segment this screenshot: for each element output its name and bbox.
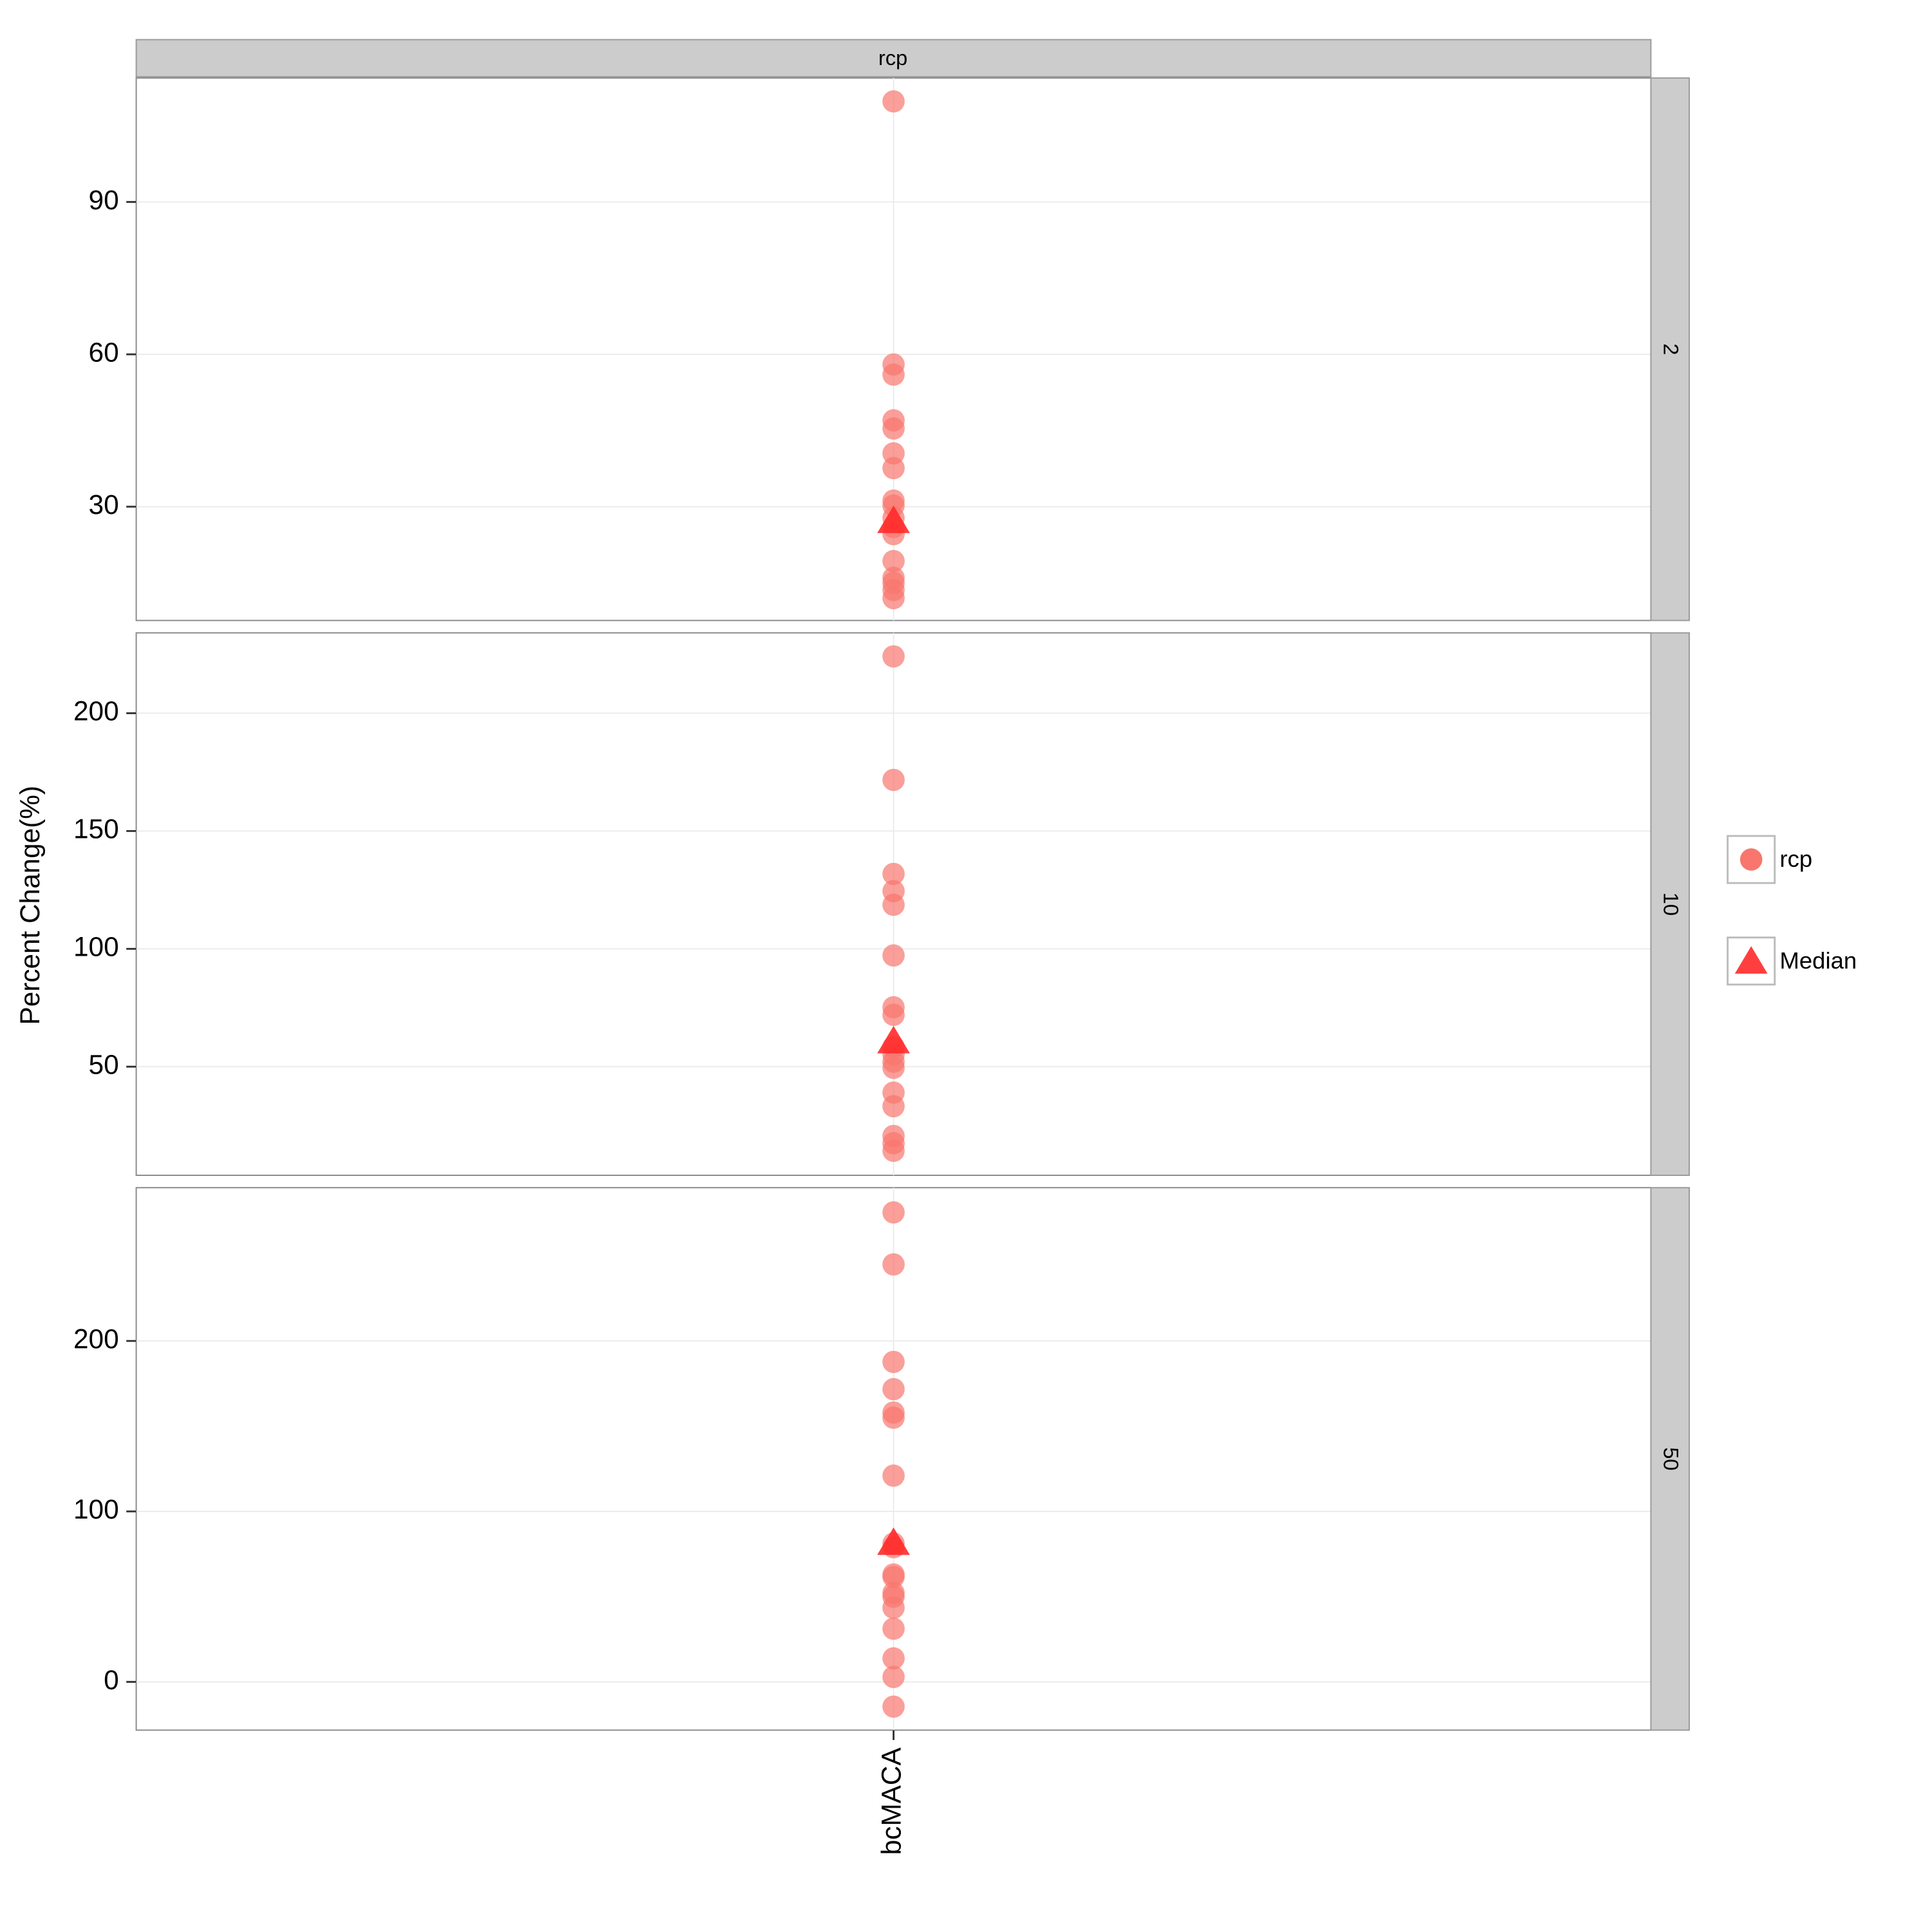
point	[882, 1566, 905, 1588]
point	[882, 1406, 905, 1429]
right-strip	[1650, 632, 1690, 1176]
median-marker	[877, 1025, 910, 1054]
y-axis-title: Percent Change(%)	[15, 786, 45, 1025]
y-tick-label: 100	[73, 932, 119, 962]
point	[882, 1464, 905, 1487]
point	[882, 1056, 905, 1079]
legend-label: Median	[1779, 947, 1857, 974]
top-strip	[135, 39, 1652, 78]
point	[882, 1695, 905, 1718]
point	[882, 417, 905, 440]
y-tick-label: 30	[89, 489, 119, 520]
y-tick-label: 200	[73, 696, 119, 726]
point	[882, 1201, 905, 1224]
point	[882, 1139, 905, 1162]
y-tick-label: 150	[73, 814, 119, 844]
point	[882, 1253, 905, 1276]
point	[882, 1617, 905, 1640]
point	[882, 1378, 905, 1401]
point	[882, 1095, 905, 1118]
strip-label: rcp	[878, 46, 907, 70]
y-tick-label: 100	[73, 1494, 119, 1524]
point	[882, 457, 905, 480]
legend-symbol	[1734, 946, 1768, 974]
point	[882, 549, 905, 573]
point	[882, 363, 905, 386]
point	[882, 1647, 905, 1670]
point	[882, 1350, 905, 1374]
right-strip	[1650, 1187, 1690, 1731]
median-marker	[877, 506, 910, 533]
legend-label: rcp	[1779, 846, 1812, 872]
x-tick-label: bcMACA	[876, 1747, 907, 1855]
y-tick-label: 0	[104, 1665, 119, 1695]
median-marker	[877, 1527, 910, 1555]
point	[882, 768, 905, 791]
strip-label: 10	[1660, 893, 1683, 916]
point	[882, 587, 905, 610]
point	[882, 1003, 905, 1027]
point	[882, 90, 905, 113]
y-tick-label: 200	[73, 1323, 119, 1354]
point	[882, 1596, 905, 1619]
point	[882, 893, 905, 916]
right-strip	[1650, 77, 1690, 621]
strip-label: 2	[1660, 343, 1683, 355]
point	[882, 862, 905, 886]
y-tick-label: 50	[89, 1049, 119, 1079]
point	[882, 944, 905, 967]
legend-symbol	[1739, 848, 1763, 871]
y-tick-label: 90	[89, 185, 119, 215]
y-tick-label: 60	[89, 337, 119, 367]
point	[882, 645, 905, 668]
point	[882, 1665, 905, 1689]
strip-label: 50	[1660, 1447, 1683, 1470]
